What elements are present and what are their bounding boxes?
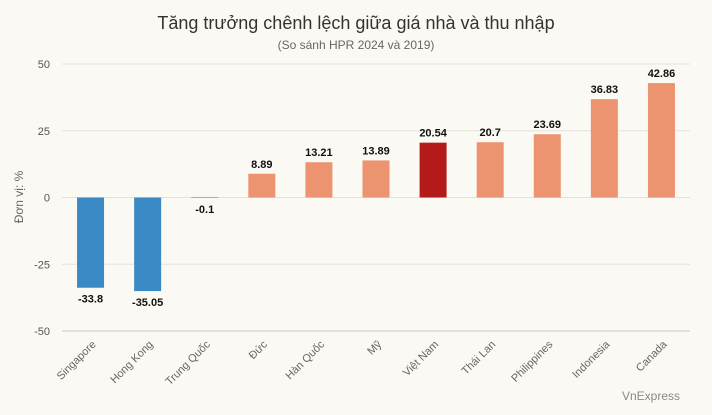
bar (134, 197, 162, 292)
bars (77, 83, 675, 292)
category-label: Việt Nam (401, 339, 441, 379)
category-label: Thái Lan (460, 339, 499, 378)
category-label: Hàn Quốc (284, 338, 328, 382)
bar (191, 197, 219, 198)
category-label: Hong Kong (108, 339, 155, 386)
chart-subtitle: (So sánh HPR 2024 và 2019) (278, 38, 435, 52)
bar (533, 134, 561, 198)
category-label: Indonesia (570, 338, 613, 381)
bar (419, 142, 447, 198)
data-label: 42.86 (648, 68, 676, 80)
y-axis-ticks: 50 25 0 -25 -50 (34, 59, 50, 338)
y-axis-label: Đơn vị: % (12, 170, 26, 223)
y-tick-label: 25 (38, 126, 50, 138)
bar (362, 160, 390, 198)
data-label: 8.89 (251, 159, 272, 171)
data-label: -35.05 (132, 297, 163, 309)
data-label: 20.54 (419, 128, 447, 140)
bar (77, 197, 105, 288)
y-tick-label: 50 (38, 59, 50, 71)
bar (476, 142, 504, 198)
data-label: -33.8 (78, 294, 103, 306)
category-label: Đức (247, 338, 271, 362)
chart-title: Tăng trưởng chênh lệch giữa giá nhà và t… (157, 13, 554, 33)
category-label: Philippines (509, 338, 555, 384)
data-labels: -33.8 -35.05 -0.1 8.89 13.21 13.89 20.54 20.7 23… (78, 68, 675, 309)
data-label: 13.89 (362, 145, 390, 157)
y-tick-label: -50 (34, 326, 50, 338)
bar (590, 99, 618, 198)
category-label: Mỹ (365, 338, 384, 357)
chart-credit: VnExpress (622, 389, 680, 403)
category-label: Canada (634, 338, 670, 374)
data-label: 23.69 (534, 119, 562, 131)
category-label: Singapore (55, 339, 99, 383)
data-label: 13.21 (305, 147, 333, 159)
y-tick-label: -25 (34, 259, 50, 271)
bar (647, 83, 675, 198)
bar (248, 173, 276, 198)
category-label: Trung Quốc (164, 338, 214, 388)
data-label: 36.83 (591, 84, 619, 96)
bar (305, 162, 333, 198)
category-labels: Singapore Hong Kong Trung Quốc Đức Hàn Quốc M… (55, 338, 670, 388)
data-label: 20.7 (479, 127, 500, 139)
y-tick-label: 0 (44, 193, 50, 205)
data-label: -0.1 (195, 204, 214, 216)
